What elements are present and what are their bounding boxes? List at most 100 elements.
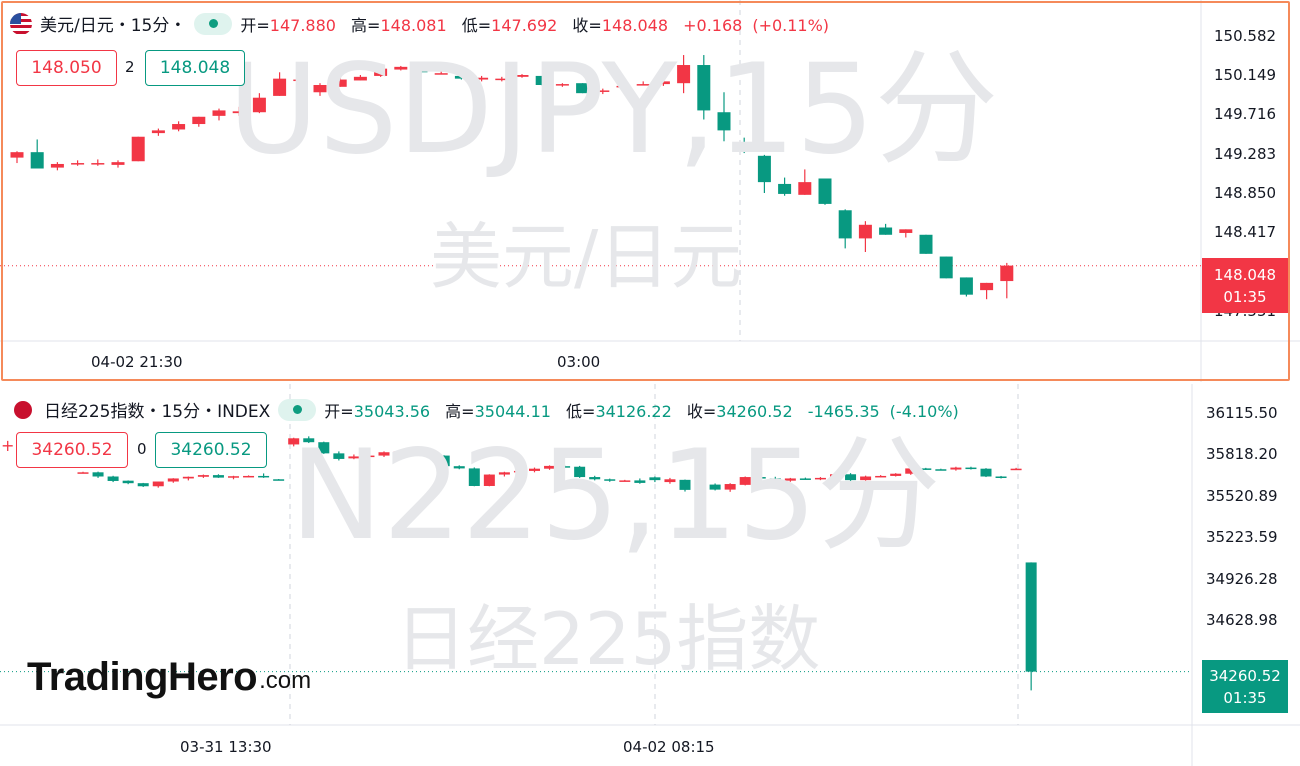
open-label: 开= (240, 15, 270, 35)
candle (784, 477, 796, 482)
us-flag-icon (10, 12, 32, 35)
candle (414, 67, 428, 75)
price-axis-tick: 149.716 (1214, 105, 1277, 124)
candle (515, 74, 529, 78)
candle (182, 476, 194, 481)
candle (724, 483, 736, 492)
candle (980, 282, 994, 300)
buy-price-button[interactable]: 148.048 (145, 50, 245, 86)
candle (378, 451, 390, 457)
candle (905, 468, 917, 475)
price-axis-tick: 35520.89 (1206, 486, 1278, 505)
candle (677, 55, 691, 94)
n225-watermark-symbol: N225,15分 (290, 424, 941, 568)
open-label: 开= (324, 401, 354, 421)
usdjpy-symbol-title[interactable]: 美元/日元・15分・ (40, 16, 187, 36)
candle (318, 441, 330, 454)
n225-candlestick-chart[interactable] (0, 384, 1300, 766)
candle (939, 256, 953, 279)
candle (438, 455, 450, 467)
candle (737, 137, 751, 154)
high-value: 148.081 (380, 15, 447, 35)
usdjpy-watermark-symbol: USDJPY,15分 (228, 38, 999, 182)
candle (77, 471, 89, 474)
low-label: 低= (461, 15, 492, 35)
candle (656, 80, 670, 86)
tradinghero-logo: TradingHero .com (27, 655, 311, 700)
n225-symbol-title[interactable]: 日经225指数・15分・INDEX (44, 402, 271, 422)
change-percent: (-4.10%) (889, 401, 959, 421)
candle (995, 475, 1007, 479)
candle (394, 65, 408, 71)
candle (535, 75, 549, 86)
candle (980, 468, 992, 478)
candle (212, 108, 226, 121)
candle (71, 160, 85, 166)
price-axis-tick: 35223.59 (1206, 528, 1278, 547)
close-label: 收= (686, 401, 717, 421)
candle (167, 478, 179, 483)
buy-price-button[interactable]: 34260.52 (155, 432, 267, 468)
bar-countdown: 01:35 (1223, 287, 1267, 306)
candle (92, 471, 104, 478)
visibility-toggle-icon[interactable] (194, 12, 233, 35)
usdjpy-candlestick-chart[interactable] (0, 0, 1300, 382)
time-axis-label: 04-02 21:30 (91, 353, 183, 371)
open-value: 147.880 (269, 15, 336, 35)
price-axis-tick: 150.149 (1214, 66, 1277, 85)
n225-last-price-tag: 34260.52 01:35 (1202, 660, 1288, 713)
close-label: 收= (572, 15, 602, 35)
candle (919, 234, 933, 254)
candle (697, 55, 711, 120)
last-price-value: 148.048 (1213, 265, 1277, 284)
candle (769, 476, 781, 483)
candle (122, 480, 134, 485)
candle (965, 466, 977, 470)
high-label: 高= (445, 401, 475, 421)
candle (619, 479, 631, 482)
candle (757, 154, 771, 194)
candle (814, 477, 826, 481)
bar-countdown: 01:35 (1223, 688, 1267, 707)
candle (1010, 467, 1022, 471)
candle (858, 221, 872, 253)
open-value: 35043.56 (353, 401, 431, 421)
candle (498, 471, 510, 477)
candle (634, 478, 646, 484)
candle (838, 209, 852, 249)
usdjpy-watermark-name: 美元/日元 (430, 215, 743, 299)
candle (303, 436, 315, 444)
candle (513, 469, 525, 474)
time-axis-label: 04-02 08:15 (623, 738, 715, 756)
sell-price-button[interactable]: 148.050 (16, 50, 117, 86)
price-axis-tick: 150.582 (1214, 26, 1277, 45)
candle (495, 76, 509, 82)
candle (137, 482, 149, 487)
last-price-value: 34260.52 (1209, 666, 1281, 685)
sell-price-button[interactable]: 34260.52 (16, 432, 128, 468)
candle (91, 159, 105, 166)
usdjpy-legend: 美元/日元・15分・ 开=147.880 高=148.081 低=147.692… (10, 11, 829, 36)
candle (393, 450, 405, 454)
candle (778, 177, 792, 196)
candle (950, 466, 962, 471)
candle (111, 160, 125, 168)
usdjpy-chart-pane[interactable]: USDJPY,15分 美元/日元 美元/日元・15分・ 开=147.880 高=… (0, 0, 1300, 382)
candle (555, 83, 569, 87)
candle (559, 465, 571, 468)
candle (920, 467, 932, 470)
n225-ohlc-values: 开=35043.56 高=35044.11 低=34126.22 收=34260… (324, 398, 958, 422)
candle (818, 178, 832, 205)
visibility-toggle-icon[interactable] (278, 398, 317, 421)
candle (616, 84, 630, 91)
time-axis-label: 03-31 13:30 (180, 738, 272, 756)
candle (212, 474, 224, 478)
low-value: 147.692 (491, 15, 558, 35)
n225-chart-pane[interactable]: N225,15分 日经225指数 日经225指数・15分・INDEX 开=350… (0, 384, 1300, 766)
candle (664, 477, 676, 484)
candle (574, 465, 586, 478)
price-axis-tick: 149.283 (1214, 144, 1277, 163)
candle (604, 478, 616, 482)
candle (890, 473, 902, 477)
change-value: +0.168 (683, 15, 743, 35)
